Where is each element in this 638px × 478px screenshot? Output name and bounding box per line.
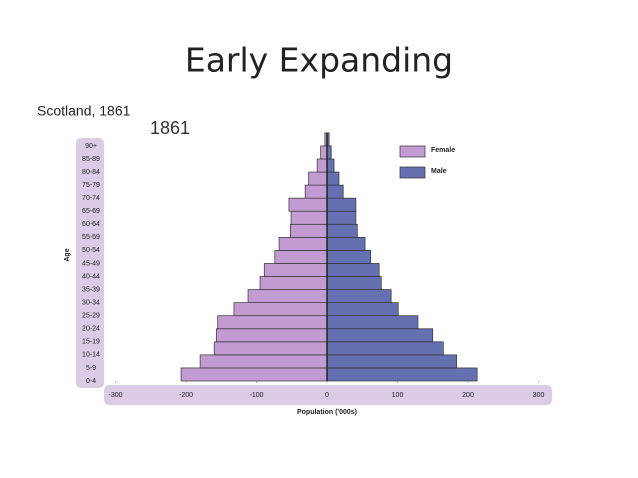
bar xyxy=(326,184,344,199)
bar xyxy=(326,315,419,330)
bar xyxy=(326,250,372,264)
x-tick-label: 300 xyxy=(533,392,545,399)
bar xyxy=(304,184,328,199)
y-tick-label: 20-24 xyxy=(82,326,100,333)
legend-label: Male xyxy=(431,168,447,175)
legend-swatch xyxy=(399,145,426,158)
bar xyxy=(289,223,328,238)
bar xyxy=(326,197,357,212)
x-tick-label: 0 xyxy=(325,392,329,399)
bar xyxy=(326,341,444,356)
bar xyxy=(326,223,358,238)
x-label-band xyxy=(104,385,552,405)
x-tick-label: -200 xyxy=(179,392,193,399)
y-tick-label: 15-19 xyxy=(82,339,100,346)
bar xyxy=(290,210,328,225)
y-tick-label: 5-9 xyxy=(86,365,96,372)
subtitle: Scotland, 1861 xyxy=(37,103,131,119)
bar xyxy=(213,341,328,356)
y-tick-label: 0-4 xyxy=(86,378,96,385)
y-tick-label: 75-79 xyxy=(82,182,100,189)
bar xyxy=(215,328,328,343)
x-tick-label: 200 xyxy=(462,392,474,399)
bar xyxy=(326,236,366,251)
y-tick-label: 40-44 xyxy=(82,273,100,280)
bar xyxy=(316,158,328,173)
y-tick-label: 50-54 xyxy=(82,247,100,254)
y-tick-label: 55-59 xyxy=(82,234,100,241)
bar xyxy=(326,263,380,277)
legend-label: Female xyxy=(431,147,455,154)
bar xyxy=(326,289,392,303)
bar xyxy=(326,328,434,343)
bar xyxy=(199,354,328,369)
bar xyxy=(233,302,328,317)
slide-title: Early Expanding xyxy=(185,41,453,80)
y-tick-label: 85-89 xyxy=(82,156,100,163)
legend-swatch xyxy=(399,166,426,179)
bar xyxy=(180,367,328,382)
x-tick-label: -100 xyxy=(249,392,263,399)
y-tick-label: 35-39 xyxy=(82,286,100,293)
bar xyxy=(326,171,340,186)
bar xyxy=(308,171,328,186)
y-tick-label: 10-14 xyxy=(82,352,100,359)
bar xyxy=(326,158,335,173)
bar xyxy=(274,250,328,264)
bar xyxy=(263,263,328,277)
bar xyxy=(278,236,328,251)
bar xyxy=(326,302,399,317)
y-tick-label: 70-74 xyxy=(82,195,100,202)
x-tick-label: -300 xyxy=(108,392,122,399)
bar xyxy=(326,210,357,225)
y-tick-label: 65-69 xyxy=(82,208,100,215)
x-tick-label: 100 xyxy=(392,392,404,399)
y-axis-label: Age xyxy=(64,248,71,261)
y-tick-label: 25-29 xyxy=(82,313,100,320)
y-tick-label: 90+ xyxy=(85,143,97,150)
chart-title: 1861 xyxy=(150,118,190,138)
y-label-band xyxy=(76,138,104,388)
bar xyxy=(217,315,328,330)
x-axis-label: Population ('000s) xyxy=(297,409,357,416)
bar xyxy=(326,354,458,369)
y-tick-label: 30-34 xyxy=(82,299,100,306)
y-tick-label: 80-84 xyxy=(82,169,100,176)
bar xyxy=(288,197,328,212)
bar xyxy=(326,367,478,382)
y-tick-label: 45-49 xyxy=(82,260,100,267)
y-tick-label: 60-64 xyxy=(82,221,100,228)
bar xyxy=(326,276,382,290)
bar xyxy=(320,145,328,160)
bar xyxy=(247,289,328,303)
bar xyxy=(259,276,328,290)
